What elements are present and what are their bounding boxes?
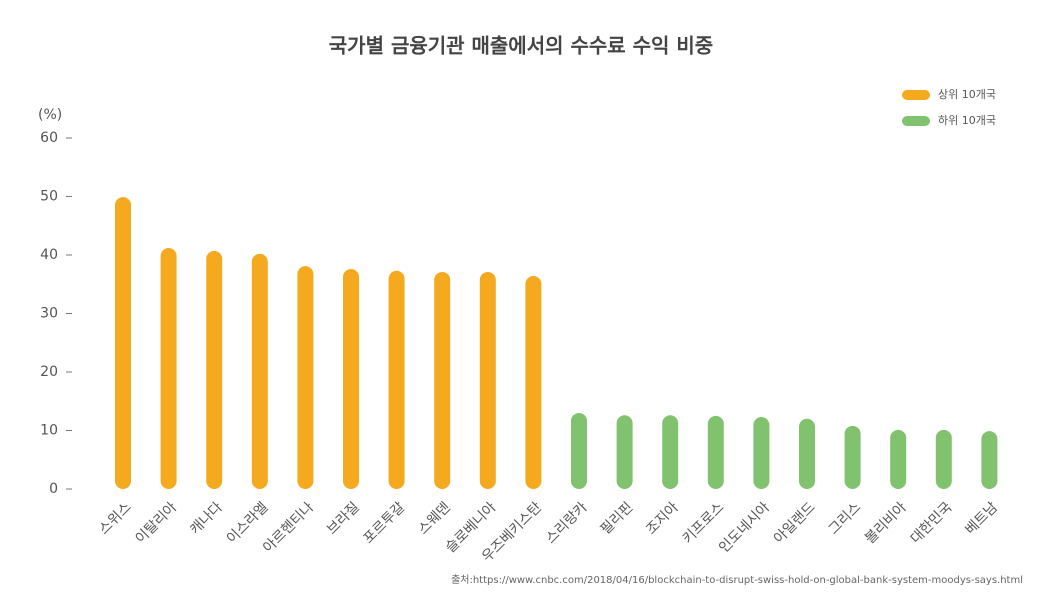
x-tick-label: 아일랜드 bbox=[771, 499, 819, 547]
chart-title: 국가별 금융기관 매출에서의 수수료 수익 비중 bbox=[329, 34, 713, 58]
x-tick-label: 필리핀 bbox=[598, 499, 637, 538]
bar bbox=[297, 266, 314, 489]
y-tick-label: 50 bbox=[40, 189, 58, 205]
bar bbox=[251, 253, 268, 489]
x-tick-label: 베트남 bbox=[962, 499, 1001, 538]
bar bbox=[206, 250, 223, 489]
y-tick-label: 10 bbox=[40, 423, 58, 439]
bar bbox=[935, 429, 952, 489]
y-tick-label: 40 bbox=[40, 247, 58, 263]
bar bbox=[844, 425, 861, 489]
bar bbox=[160, 247, 177, 489]
bar bbox=[753, 417, 770, 489]
x-tick-label: 스웨덴 bbox=[415, 499, 454, 538]
bar bbox=[479, 271, 496, 489]
y-tick-label: 0 bbox=[49, 481, 58, 497]
x-tick-label: 포르투갈 bbox=[361, 499, 409, 547]
bar bbox=[890, 429, 907, 489]
bar bbox=[115, 197, 131, 489]
y-tick-label: 20 bbox=[40, 364, 58, 380]
y-tick-label: 30 bbox=[40, 306, 58, 322]
x-tick-label: 조지아 bbox=[643, 499, 682, 538]
legend-swatch bbox=[902, 116, 930, 126]
x-tick-label: 이탈리아 bbox=[133, 499, 181, 547]
y-tick-label: 60 bbox=[40, 130, 58, 146]
legend-label: 하위 10개국 bbox=[938, 113, 996, 127]
bar bbox=[799, 418, 815, 489]
x-tick-label: 스위스 bbox=[96, 499, 135, 538]
bar bbox=[662, 415, 679, 489]
bar bbox=[571, 412, 587, 489]
legend-label: 상위 10개국 bbox=[938, 88, 996, 101]
bar bbox=[981, 431, 998, 489]
x-tick-label: 브라질 bbox=[324, 499, 363, 538]
bar bbox=[434, 271, 451, 489]
y-axis-label: (%) bbox=[38, 107, 62, 123]
bar bbox=[343, 269, 359, 489]
x-tick-label: 아르헨티나 bbox=[260, 499, 317, 556]
bar bbox=[388, 270, 405, 489]
bar bbox=[707, 415, 724, 489]
legend-swatch bbox=[902, 90, 930, 100]
x-tick-label: 대한민국 bbox=[908, 499, 956, 547]
x-tick-label: 볼리비아 bbox=[862, 499, 910, 547]
x-tick-label: 그리스 bbox=[826, 499, 865, 538]
x-tick-label: 인도네시아 bbox=[716, 499, 773, 556]
bar bbox=[525, 276, 542, 489]
x-tick-label: 스리랑카 bbox=[543, 499, 591, 547]
source: 출처:https://www.cnbc.com/2018/04/16/block… bbox=[451, 574, 1023, 586]
bar bbox=[616, 415, 633, 489]
x-tick-label: 캐나다 bbox=[187, 499, 226, 538]
